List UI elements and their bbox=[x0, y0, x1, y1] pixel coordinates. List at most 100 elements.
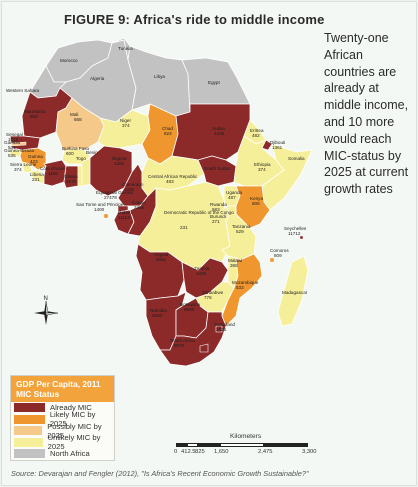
value-equatorial-guinea: 27478 bbox=[104, 195, 117, 200]
country-gambia[interactable] bbox=[11, 141, 27, 147]
scale-segment bbox=[187, 443, 198, 447]
value-tanzania: 529 bbox=[236, 229, 244, 234]
value-ethiopia: 374 bbox=[258, 167, 266, 172]
country-seychelles[interactable] bbox=[299, 235, 304, 240]
label-liberia: Liberia bbox=[30, 172, 44, 177]
label-djibouti: Djibouti bbox=[270, 140, 285, 145]
value-eritrea: 482 bbox=[252, 133, 260, 138]
label-zimbabwe: Zimbabwe bbox=[202, 290, 224, 295]
label-libya: Libya bbox=[154, 74, 165, 79]
scale-tick: 825 bbox=[195, 449, 205, 455]
label-burkina-faso: Burkina Faso bbox=[62, 146, 90, 151]
country-togo[interactable] bbox=[77, 165, 83, 187]
label-cameroon: Cameroon bbox=[122, 182, 144, 187]
north-arrow-icon: N bbox=[34, 296, 59, 325]
value-niger: 374 bbox=[122, 123, 130, 128]
value-seychelles: 11712 bbox=[288, 231, 301, 236]
value-guinea: 423 bbox=[30, 159, 38, 164]
label-comoros: Comoros bbox=[270, 248, 289, 253]
value-sudan: 1235 bbox=[214, 131, 225, 136]
legend-title: GDP Per Capita, 2011 bbox=[16, 379, 101, 389]
value-south-africa: 8070 bbox=[174, 343, 185, 348]
legend-item-unlikely-mic: Unlikely MIC by 2025 bbox=[11, 433, 114, 451]
value-burundi: 271 bbox=[212, 219, 220, 224]
country-kenya[interactable] bbox=[235, 185, 271, 229]
label-ethiopia: Ethiopia bbox=[254, 162, 271, 167]
value-senegal: 1076 bbox=[8, 137, 19, 142]
value-sierra-leone: 374 bbox=[14, 167, 22, 172]
value-zambia: 1425 bbox=[196, 271, 207, 276]
label-drc: Democratic Republic of the Congo bbox=[164, 210, 234, 215]
value-kenya: 808 bbox=[252, 201, 260, 206]
country-south-sudan[interactable] bbox=[197, 155, 237, 187]
country-egypt[interactable] bbox=[181, 57, 251, 113]
figure-title: FIGURE 9: Africa's ride to middle income bbox=[64, 12, 325, 27]
value-drc: 231 bbox=[180, 225, 188, 230]
scale-segment bbox=[198, 443, 220, 447]
country-cote-divoire[interactable] bbox=[43, 159, 67, 187]
label-gambia: Gambia bbox=[4, 140, 21, 145]
label-south-africa: South Africa bbox=[170, 338, 195, 343]
legend: GDP Per Capita, 2011 MIC Status Already … bbox=[10, 375, 115, 461]
country-lesotho[interactable] bbox=[199, 343, 209, 353]
label-ghana: Ghana bbox=[64, 174, 78, 179]
value-mozambique: 533 bbox=[236, 285, 244, 290]
label-western-sahara: Western Sahara bbox=[6, 88, 40, 93]
scale-segment bbox=[264, 443, 308, 447]
label-south-sudan: South Sudan bbox=[204, 166, 231, 171]
country-libya[interactable] bbox=[127, 45, 191, 117]
country-swaziland[interactable] bbox=[215, 325, 223, 333]
label-tunisia: Tunisia bbox=[118, 46, 133, 51]
value-car: 483 bbox=[166, 179, 174, 184]
label-angola: Angola bbox=[154, 252, 169, 257]
country-ghana[interactable] bbox=[63, 165, 79, 189]
value-gabon: 11113 bbox=[118, 215, 130, 220]
source-note: Source: Devarajan and Fengler (2012), "I… bbox=[11, 469, 309, 478]
label-guinea: Guinea bbox=[28, 154, 43, 159]
legend-swatch bbox=[14, 403, 45, 413]
label-equatorial-guinea: Equatorial Guinea bbox=[96, 190, 133, 195]
legend-swatch bbox=[14, 426, 43, 436]
scale-segment bbox=[176, 443, 187, 447]
value-angola: 5061 bbox=[156, 257, 167, 262]
label-nigeria: Nigeria bbox=[112, 156, 127, 161]
country-sao-tome[interactable] bbox=[103, 213, 109, 219]
north-label: N bbox=[44, 296, 48, 302]
country-madagascar[interactable] bbox=[277, 255, 309, 327]
country-benin[interactable] bbox=[81, 157, 91, 187]
label-car: Central African Republic bbox=[148, 174, 198, 179]
label-botswana: Botswana bbox=[180, 302, 201, 307]
label-swaziland: Swaziland bbox=[214, 322, 235, 327]
label-congo: Congo bbox=[132, 200, 146, 205]
country-comoros[interactable] bbox=[269, 257, 275, 263]
label-mauritania: Mauritania bbox=[24, 109, 46, 114]
legend-swatch bbox=[14, 449, 45, 459]
side-note: Twenty-one African countries are already… bbox=[324, 31, 409, 197]
value-rwanda: 583 bbox=[212, 207, 220, 212]
label-malawi: Malawi bbox=[228, 258, 242, 263]
scale-title: Kilometers bbox=[230, 433, 262, 440]
legend-swatch bbox=[14, 437, 43, 447]
value-namibia: 5293 bbox=[152, 313, 163, 318]
value-mauritania: 966 bbox=[30, 114, 38, 119]
label-madagascar: Madagascar bbox=[282, 290, 308, 295]
legend-item-north-africa: North Africa bbox=[11, 448, 114, 460]
value-malawi: 365 bbox=[230, 263, 238, 268]
label-sudan: Sudan bbox=[212, 126, 226, 131]
scale-tick: 3,300 bbox=[302, 449, 317, 455]
label-burundi: Burundi bbox=[210, 214, 226, 219]
legend-item-already-mic: Already MIC bbox=[11, 402, 114, 414]
country-south-africa[interactable] bbox=[159, 311, 227, 367]
label-somalia: Somalia bbox=[288, 156, 305, 161]
legend-label: Unlikely MIC by 2025 bbox=[47, 433, 101, 452]
label-togo: Togo bbox=[76, 156, 86, 161]
label-senegal: Senegal bbox=[6, 132, 23, 137]
label-eritrea: Eritrea bbox=[250, 128, 264, 133]
value-liberia: 231 bbox=[32, 177, 40, 182]
label-gabon: Gabon bbox=[118, 210, 132, 215]
value-nigeria: 1452 bbox=[114, 161, 125, 166]
value-ghana: 1570 bbox=[66, 179, 77, 184]
legend-label: North Africa bbox=[50, 449, 90, 459]
label-seychelles: Seychelles bbox=[284, 226, 307, 231]
